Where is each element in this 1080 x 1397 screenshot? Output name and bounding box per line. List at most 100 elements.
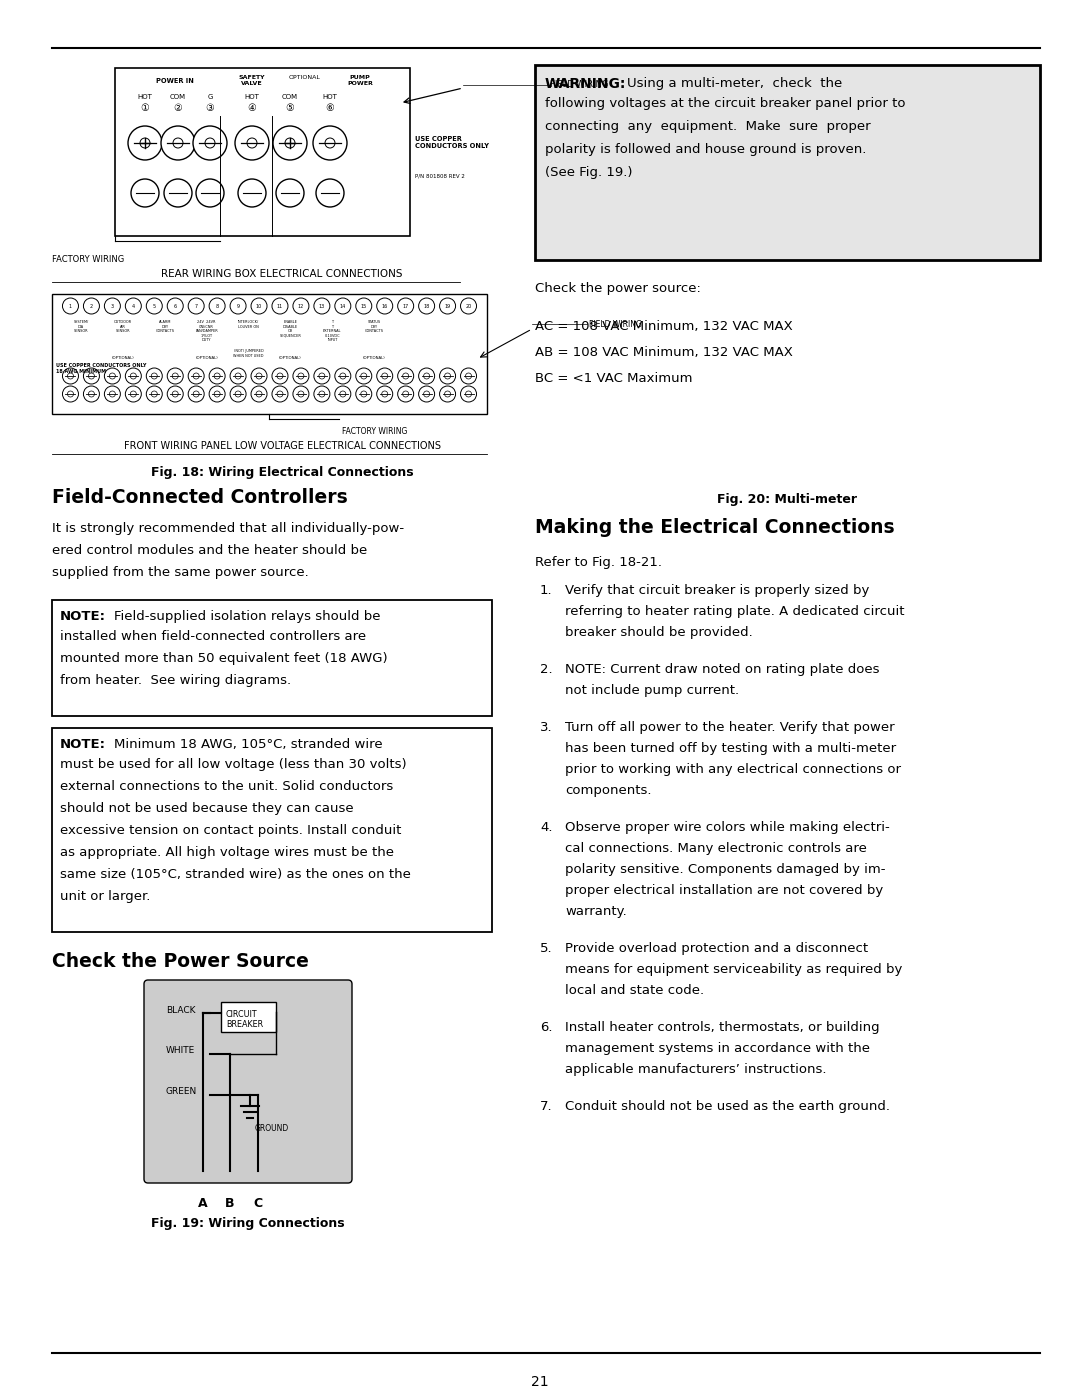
Text: ④: ④ (247, 103, 256, 113)
Text: 13: 13 (319, 303, 325, 309)
Circle shape (230, 367, 246, 384)
Text: 8: 8 (216, 303, 218, 309)
Circle shape (276, 391, 283, 397)
Circle shape (276, 179, 303, 207)
Circle shape (340, 391, 346, 397)
Text: Refer to Fig. 18-21.: Refer to Fig. 18-21. (535, 556, 662, 569)
Circle shape (256, 391, 262, 397)
Circle shape (272, 298, 288, 314)
Text: 2.: 2. (540, 664, 553, 676)
Text: ③: ③ (205, 103, 214, 113)
Circle shape (440, 386, 456, 402)
Text: HOT: HOT (323, 94, 337, 101)
Circle shape (440, 298, 456, 314)
Text: polarity sensitive. Components damaged by im-: polarity sensitive. Components damaged b… (565, 863, 886, 876)
Circle shape (419, 298, 434, 314)
Text: components.: components. (565, 784, 651, 798)
Text: 11: 11 (276, 303, 283, 309)
Text: 6: 6 (174, 303, 177, 309)
Text: 10: 10 (256, 303, 262, 309)
Circle shape (285, 138, 295, 148)
Circle shape (129, 126, 162, 161)
Text: Field-supplied isolation relays should be: Field-supplied isolation relays should b… (114, 610, 380, 623)
Circle shape (316, 179, 345, 207)
FancyBboxPatch shape (535, 66, 1040, 260)
Text: Check the Power Source: Check the Power Source (52, 951, 309, 971)
Circle shape (419, 386, 434, 402)
Text: FIELD WIRING: FIELD WIRING (589, 320, 642, 330)
Text: Fig. 20: Multi-meter: Fig. 20: Multi-meter (717, 493, 858, 506)
Circle shape (167, 298, 184, 314)
Circle shape (298, 391, 303, 397)
Text: excessive tension on contact points. Install conduit: excessive tension on contact points. Ins… (60, 824, 402, 837)
Circle shape (273, 126, 307, 161)
Text: COM: COM (282, 94, 298, 101)
Text: 4: 4 (132, 303, 135, 309)
Text: ⑥: ⑥ (326, 103, 335, 113)
Text: HOT: HOT (137, 94, 152, 101)
Circle shape (256, 373, 262, 379)
Text: B: B (226, 1197, 234, 1210)
Text: 1: 1 (69, 303, 72, 309)
Circle shape (361, 373, 367, 379)
Circle shape (314, 386, 329, 402)
Circle shape (235, 126, 269, 161)
Text: 6.: 6. (540, 1021, 553, 1034)
Circle shape (235, 373, 241, 379)
Circle shape (397, 367, 414, 384)
Circle shape (440, 367, 456, 384)
Circle shape (293, 386, 309, 402)
Text: WHITE: WHITE (166, 1046, 195, 1055)
Circle shape (276, 373, 283, 379)
Circle shape (109, 391, 116, 397)
Circle shape (325, 138, 335, 148)
Text: means for equipment serviceability as required by: means for equipment serviceability as re… (565, 963, 903, 977)
Text: Field-Connected Controllers: Field-Connected Controllers (52, 488, 348, 507)
Text: HOT: HOT (244, 94, 259, 101)
Text: (OPTIONAL): (OPTIONAL) (363, 356, 386, 360)
Circle shape (319, 373, 325, 379)
Text: Install heater controls, thermostats, or building: Install heater controls, thermostats, or… (565, 1021, 879, 1034)
Text: SAFETY
VALVE: SAFETY VALVE (239, 75, 266, 85)
Circle shape (164, 179, 192, 207)
Circle shape (251, 367, 267, 384)
Bar (52, 728, 492, 932)
Text: 5.: 5. (540, 942, 553, 956)
Circle shape (377, 298, 393, 314)
Text: 12: 12 (298, 303, 305, 309)
Circle shape (193, 126, 227, 161)
Bar (52, 599, 492, 717)
Text: C: C (254, 1197, 262, 1210)
Circle shape (251, 386, 267, 402)
Text: CIRCUIT
BREAKER: CIRCUIT BREAKER (226, 1010, 264, 1030)
Circle shape (423, 373, 430, 379)
Circle shape (335, 367, 351, 384)
Text: GREEN: GREEN (166, 1087, 198, 1097)
Circle shape (188, 298, 204, 314)
Circle shape (125, 298, 141, 314)
Circle shape (355, 298, 372, 314)
Text: warranty.: warranty. (565, 905, 626, 918)
Bar (52, 293, 487, 414)
Circle shape (63, 367, 79, 384)
Circle shape (298, 373, 303, 379)
Text: (NOT) JUMPERED
WHEN NOT USED: (NOT) JUMPERED WHEN NOT USED (233, 349, 264, 358)
Circle shape (193, 391, 199, 397)
Text: NOTE:: NOTE: (60, 610, 106, 623)
Circle shape (397, 298, 414, 314)
Circle shape (146, 298, 162, 314)
Text: 5: 5 (152, 303, 156, 309)
Text: not include pump current.: not include pump current. (565, 685, 739, 697)
Text: mounted more than 50 equivalent feet (18 AWG): mounted more than 50 equivalent feet (18… (60, 652, 388, 665)
Circle shape (63, 298, 79, 314)
Circle shape (319, 391, 325, 397)
Circle shape (67, 391, 73, 397)
Text: AB = 108 VAC Minimum, 132 VAC MAX: AB = 108 VAC Minimum, 132 VAC MAX (535, 346, 793, 359)
Circle shape (293, 298, 309, 314)
Text: COM: COM (170, 94, 186, 101)
Circle shape (355, 367, 372, 384)
Text: Fig. 19: Wiring Connections: Fig. 19: Wiring Connections (151, 1217, 345, 1229)
Circle shape (335, 386, 351, 402)
Text: OUTDOOR
AIR
SENSOR: OUTDOOR AIR SENSOR (113, 320, 132, 334)
Text: polarity is followed and house ground is proven.: polarity is followed and house ground is… (545, 142, 866, 156)
